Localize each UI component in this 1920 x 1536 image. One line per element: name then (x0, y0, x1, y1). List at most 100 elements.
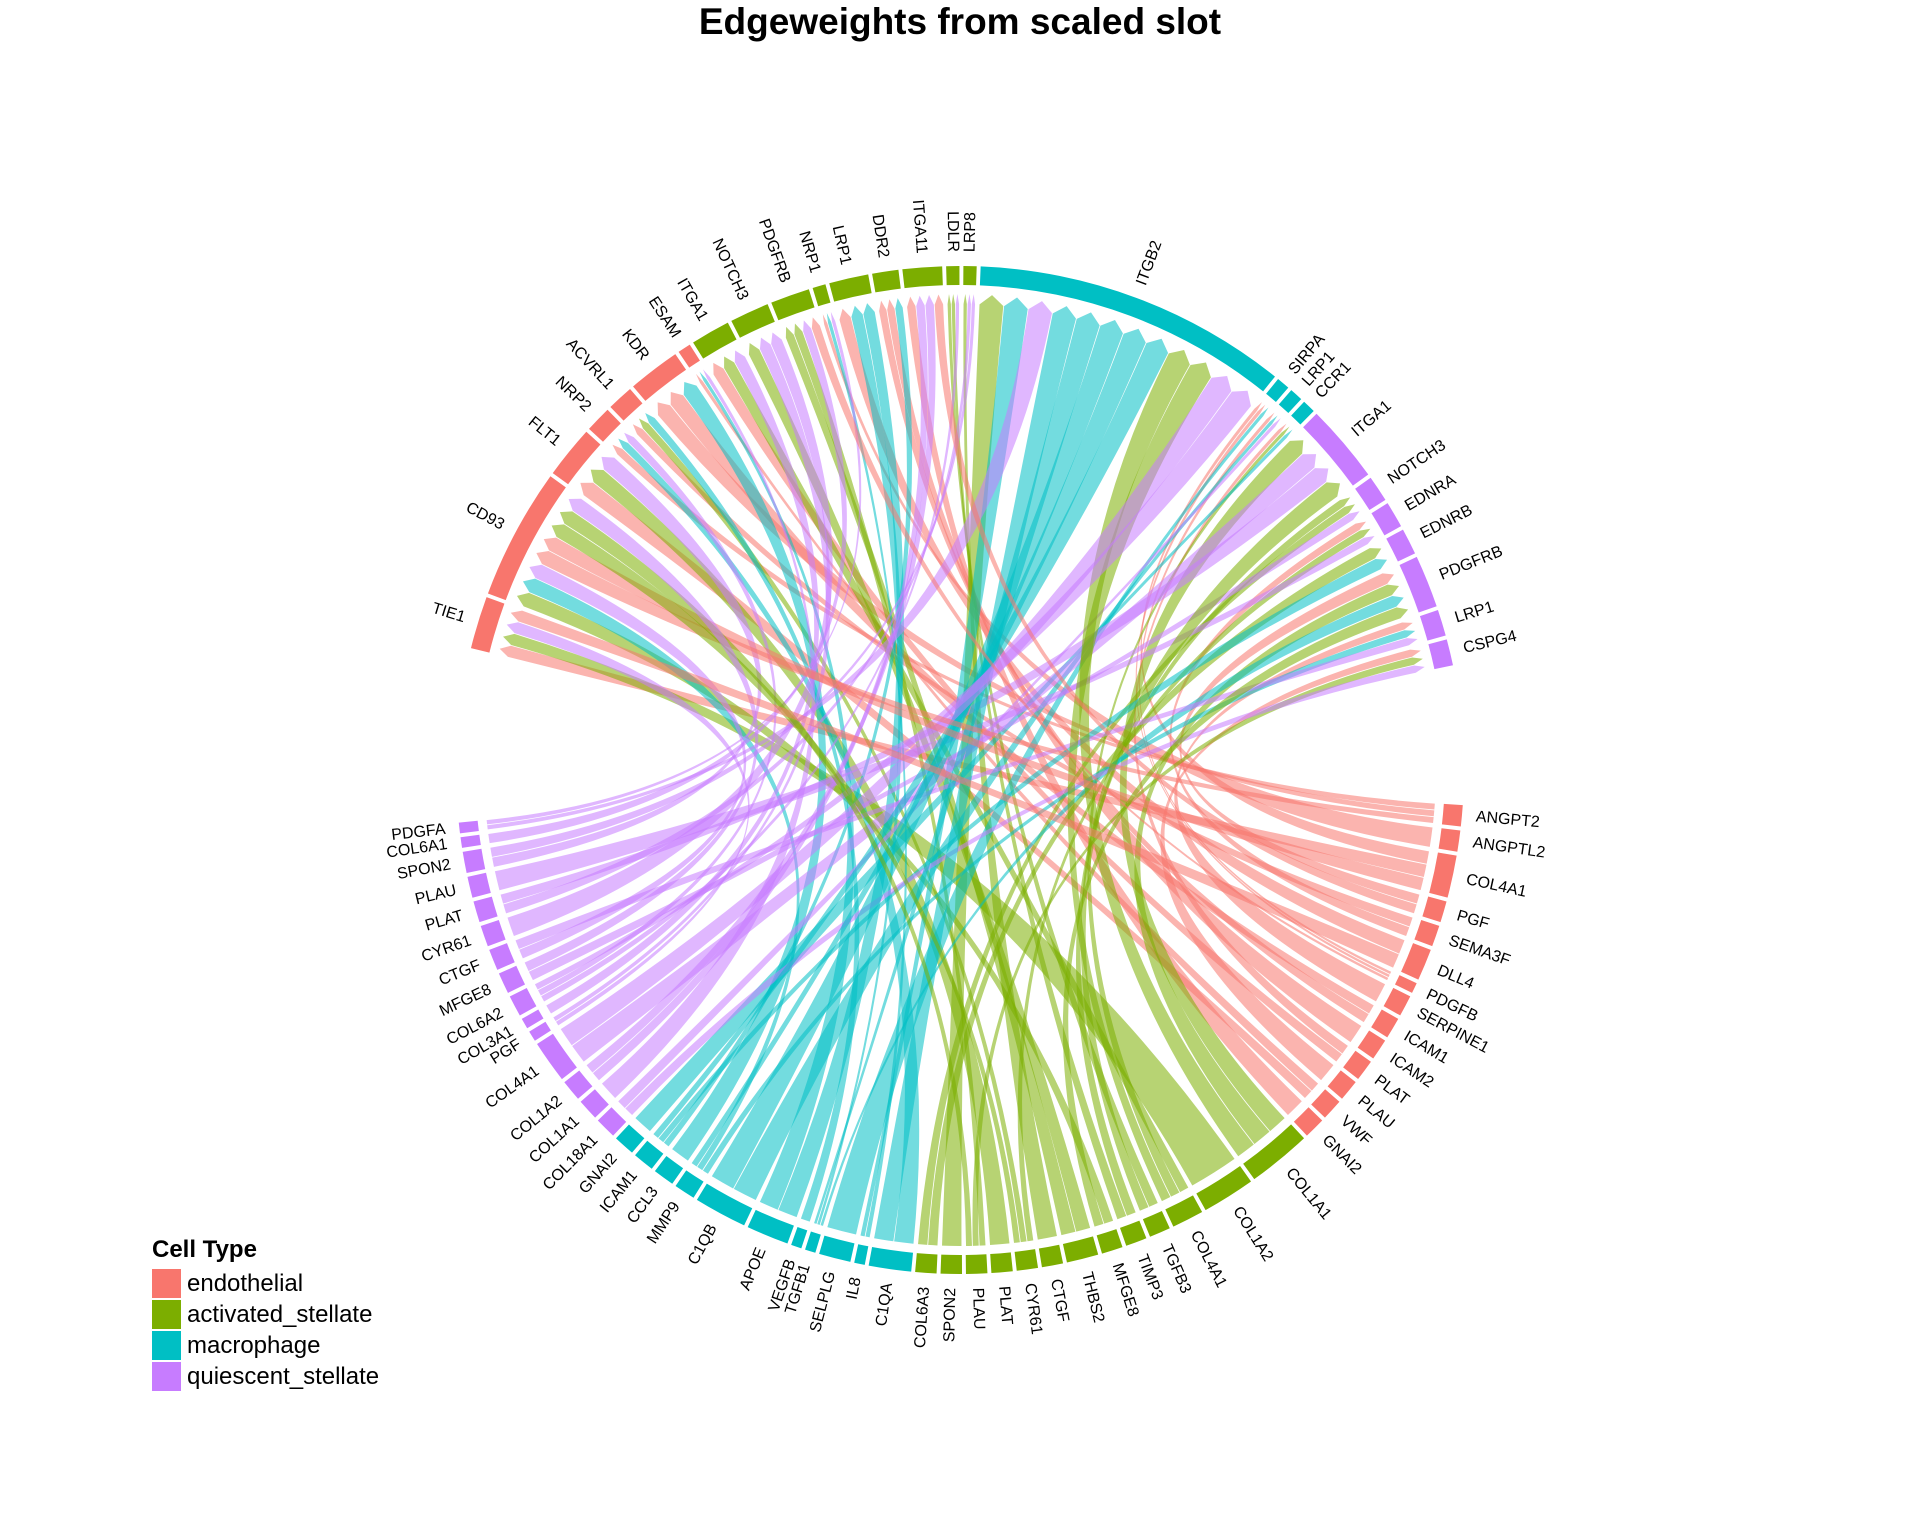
ligand-segment (529, 1021, 551, 1041)
chord-link (580, 482, 1312, 1098)
receptor-label: CD93 (463, 499, 507, 533)
legend-swatch (152, 1269, 181, 1298)
receptor-segment (1291, 401, 1314, 425)
receptor-label: ITGA1 (1349, 397, 1395, 440)
ligand-segment (654, 1156, 684, 1184)
ligand-segment (1119, 1220, 1147, 1246)
ligand-segment (1096, 1229, 1123, 1254)
ligand-segment (1243, 1124, 1305, 1180)
ligand-segment (965, 1254, 988, 1274)
receptor-segment (633, 354, 687, 401)
ligand-label: ANGPT2 (1475, 808, 1540, 831)
legend-label: endothelial (187, 1269, 304, 1297)
ligand-segment (458, 820, 479, 834)
receptor-label: KDR (618, 326, 652, 363)
receptor-label: ESAM (645, 294, 684, 341)
ligand-segment (1014, 1249, 1039, 1271)
ligand-segment (521, 1009, 544, 1029)
receptor-segment (1428, 639, 1453, 670)
legend-swatch (152, 1300, 181, 1329)
receptor-segment (589, 409, 621, 442)
receptor-label: EDNRA (1402, 471, 1459, 514)
receptor-segment (731, 304, 775, 338)
ligand-label: SPON2 (396, 856, 453, 883)
ligand-segment (498, 965, 526, 993)
ligand-segment (480, 920, 506, 947)
legend: Cell Type endothelial activated_stellate… (152, 1236, 379, 1392)
ligand-label: SELPLG (807, 1270, 839, 1335)
chord-link (503, 633, 1235, 1186)
chord-link (559, 511, 972, 1246)
chord-link (528, 511, 1360, 981)
receptor-label: TIE1 (430, 600, 467, 626)
receptor-segment (1303, 413, 1369, 486)
receptor-label: PDGFRB (1437, 543, 1505, 584)
chord-link (934, 294, 1417, 914)
receptor-segment (552, 431, 601, 485)
ligand-label: PGF (1455, 907, 1492, 933)
receptor-label: LRP1 (1453, 599, 1496, 627)
chord-link (618, 418, 1281, 1108)
ligand-segment (1038, 1244, 1064, 1268)
ligand-label: DLL4 (1435, 962, 1477, 993)
chord-link (733, 415, 1278, 1200)
ligand-label: CTGF (1047, 1278, 1072, 1324)
outer-segments (458, 266, 1463, 1274)
ligand-label: CYR61 (419, 932, 473, 965)
ligand-segment (462, 848, 486, 873)
receptor-label: FLT1 (525, 414, 564, 450)
ligand-segment (1142, 1210, 1170, 1237)
ligand-segment (467, 872, 491, 898)
ligand-segment (509, 987, 537, 1016)
ligand-segment (1371, 1009, 1399, 1038)
ligand-segment (791, 1226, 808, 1249)
receptor-label: LDLR (944, 211, 962, 252)
ligand-segment (915, 1253, 938, 1274)
receptor-segment (963, 266, 977, 286)
ligand-segment (1394, 975, 1417, 993)
ligand-segment (1357, 1030, 1386, 1059)
receptor-segment (470, 597, 505, 653)
ligand-label: SPON2 (941, 1288, 959, 1343)
receptor-segment (872, 269, 901, 293)
chord-link (572, 454, 1317, 1062)
ligand-segment (597, 1107, 627, 1136)
ligand-label: PLAU (414, 882, 459, 908)
ligand-segment (635, 1140, 664, 1169)
ligand-label: COL6A3 (912, 1286, 933, 1348)
legend-item-quiescent-stellate: quiescent_stellate (152, 1361, 379, 1392)
chord-link (524, 498, 759, 972)
legend-label: quiescent_stellate (187, 1362, 380, 1390)
chord-link (778, 303, 904, 1218)
receptor-segment (946, 266, 960, 286)
ligand-segment (1343, 1050, 1371, 1080)
ligand-label: THBS2 (1078, 1270, 1107, 1324)
ligand-segment (696, 1183, 753, 1226)
legend-item-endothelial: endothelial (152, 1268, 379, 1299)
chord-link (827, 407, 1269, 1235)
receptor-segment (1371, 503, 1402, 536)
receptor-segment (1355, 477, 1386, 511)
receptor-label: NRP1 (795, 229, 823, 275)
receptor-label: ITGA1 (673, 276, 711, 325)
legend-label: activated_stellate (187, 1300, 373, 1328)
ligand-label: COL1A2 (1229, 1204, 1276, 1265)
chord-link (653, 338, 1169, 1138)
ligand-segment (1293, 1107, 1323, 1136)
receptor-segment (1278, 390, 1302, 414)
receptor-segment (1386, 529, 1416, 562)
chord-link (860, 297, 1028, 1237)
receptor-segment (610, 389, 643, 421)
receptor-label: PDGFRB (755, 217, 794, 286)
ligand-segment (489, 943, 515, 970)
receptor-segment (693, 322, 737, 359)
ligand-label: SEMA3F (1446, 932, 1512, 969)
ligand-segment (537, 1033, 577, 1080)
ligand-segment (675, 1170, 704, 1198)
ligand-segment (1441, 803, 1463, 827)
chord-link (928, 548, 1382, 1246)
receptor-label: LRP8 (962, 212, 980, 252)
ligand-label: CYR61 (1021, 1282, 1045, 1335)
receptor-label: ITGB2 (1133, 238, 1165, 287)
